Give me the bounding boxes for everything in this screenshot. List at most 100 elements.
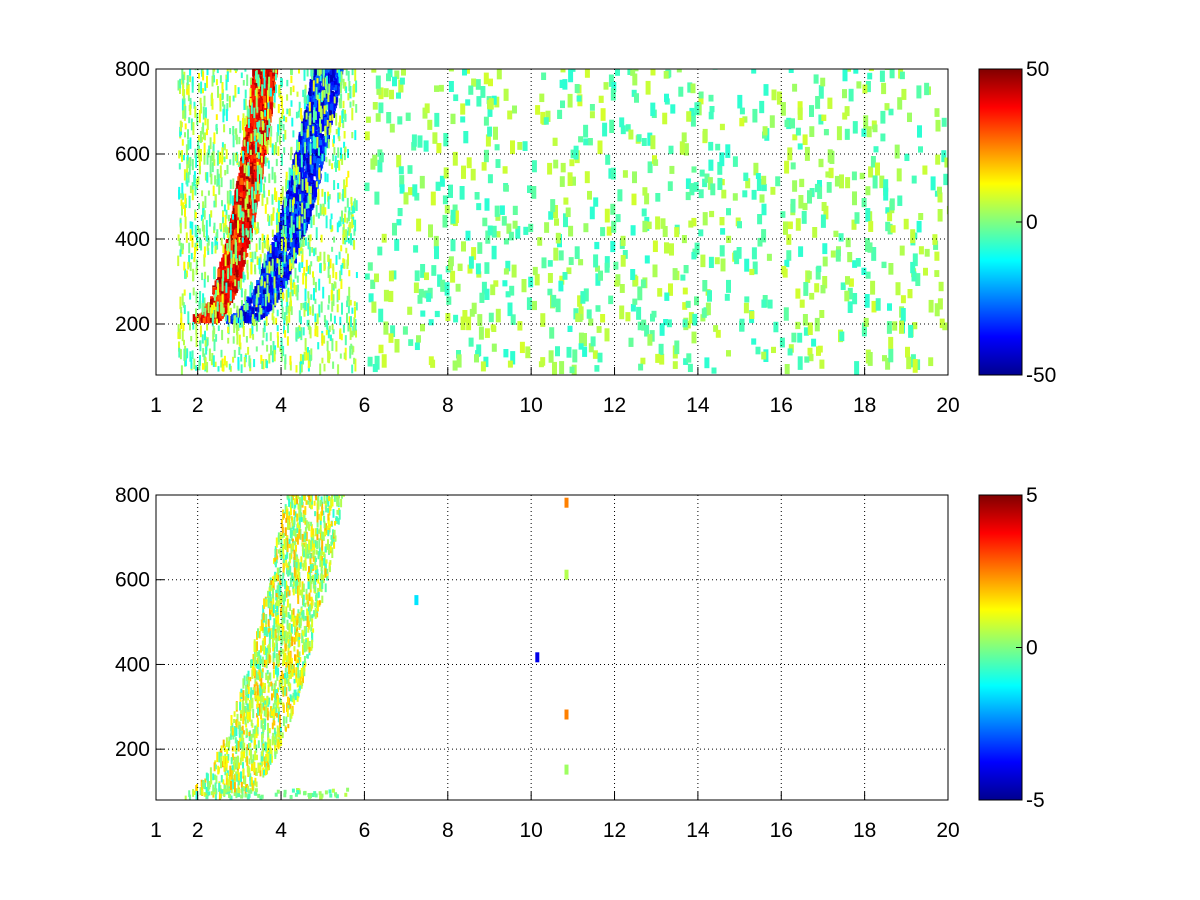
heatmap-cell bbox=[295, 111, 298, 119]
heatmap-cell bbox=[839, 174, 844, 189]
heatmap-cell bbox=[308, 126, 312, 134]
heatmap-cell bbox=[252, 89, 256, 94]
heatmap-cell bbox=[294, 252, 297, 259]
heatmap-cell bbox=[289, 355, 292, 366]
heatmap-cell bbox=[224, 170, 227, 176]
heatmap-cell bbox=[240, 166, 243, 174]
heatmap-cell bbox=[280, 95, 283, 109]
heatmap-cell bbox=[854, 212, 860, 224]
heatmap-cell bbox=[328, 119, 332, 126]
heatmap-cell bbox=[225, 74, 228, 81]
heatmap-cell bbox=[282, 210, 286, 219]
heatmap-cell bbox=[230, 319, 234, 324]
heatmap-cell bbox=[642, 187, 648, 196]
heatmap-cell bbox=[219, 93, 222, 101]
heatmap-cell bbox=[870, 156, 876, 168]
heatmap-cell bbox=[245, 115, 248, 125]
heatmap-cell bbox=[355, 104, 358, 113]
heatmap-cell bbox=[322, 138, 326, 147]
heatmap-cell bbox=[905, 346, 910, 358]
heatmap-cell bbox=[343, 352, 346, 360]
heatmap-cell bbox=[224, 246, 228, 255]
heatmap-cell bbox=[215, 289, 217, 297]
heatmap-cell bbox=[279, 248, 283, 256]
heatmap-cell bbox=[341, 263, 344, 269]
heatmap-cell bbox=[285, 216, 289, 222]
heatmap-cell bbox=[214, 361, 217, 368]
heatmap-cell bbox=[201, 126, 204, 135]
heatmap-cell bbox=[302, 273, 305, 285]
heatmap-cell bbox=[290, 147, 293, 156]
heatmap-cell bbox=[335, 255, 338, 265]
heatmap-cell bbox=[187, 261, 190, 270]
heatmap-cell bbox=[336, 304, 339, 313]
heatmap-cell bbox=[282, 134, 285, 142]
heatmap-cell bbox=[187, 311, 190, 325]
heatmap-cell bbox=[184, 356, 187, 367]
heatmap-cell bbox=[290, 215, 293, 228]
heatmap-cell bbox=[177, 234, 180, 242]
heatmap-cell bbox=[346, 197, 349, 208]
heatmap-cell bbox=[879, 175, 885, 189]
heatmap-cell bbox=[311, 203, 315, 208]
heatmap-cell bbox=[290, 222, 293, 233]
heatmap-cell bbox=[825, 171, 831, 178]
heatmap-cell bbox=[237, 267, 241, 276]
heatmap-cell bbox=[194, 212, 197, 219]
heatmap-cell bbox=[215, 114, 218, 120]
heatmap-cell bbox=[343, 229, 346, 238]
heatmap-cell bbox=[277, 200, 280, 213]
heatmap-cell bbox=[218, 306, 222, 313]
heatmap-cell bbox=[348, 316, 351, 330]
heatmap-cell bbox=[183, 289, 186, 296]
heatmap-cell bbox=[340, 74, 342, 86]
heatmap-cell bbox=[292, 259, 295, 269]
heatmap-cell bbox=[324, 100, 328, 106]
heatmap-cell bbox=[306, 119, 310, 126]
heatmap-cell bbox=[213, 75, 215, 83]
heatmap-cell bbox=[266, 265, 269, 274]
heatmap-cell bbox=[338, 288, 341, 301]
heatmap-cell bbox=[218, 185, 221, 195]
heatmap-cell bbox=[461, 241, 466, 252]
heatmap-cell bbox=[321, 108, 325, 115]
heatmap-cell bbox=[270, 265, 273, 272]
heatmap-cell bbox=[253, 190, 256, 200]
heatmap-cell bbox=[263, 281, 266, 288]
heatmap-cell bbox=[928, 357, 934, 367]
heatmap-cell bbox=[210, 173, 213, 185]
heatmap-cell bbox=[193, 174, 196, 186]
heatmap-cell bbox=[197, 135, 200, 142]
heatmap-cell bbox=[242, 326, 245, 337]
heatmap-cell bbox=[273, 93, 276, 103]
heatmap-cell bbox=[217, 282, 219, 296]
heatmap-cell bbox=[852, 191, 857, 206]
heatmap-cell bbox=[274, 271, 278, 280]
heatmap-cell bbox=[322, 69, 325, 79]
heatmap-cell bbox=[293, 171, 296, 181]
heatmap-cell bbox=[644, 193, 650, 205]
heatmap-cell bbox=[383, 321, 389, 335]
heatmap-cell bbox=[253, 107, 256, 119]
heatmap-cell bbox=[322, 286, 325, 299]
heatmap-cell bbox=[339, 80, 342, 93]
heatmap-cell bbox=[278, 211, 281, 223]
heatmap-cell bbox=[299, 231, 302, 243]
heatmap-cell bbox=[232, 208, 236, 218]
heatmap-cell bbox=[264, 77, 268, 84]
heatmap-cell bbox=[217, 86, 219, 98]
heatmap-cell bbox=[213, 266, 216, 280]
heatmap-cell bbox=[942, 322, 948, 331]
heatmap-cell bbox=[329, 334, 332, 341]
heatmap-cell bbox=[268, 118, 271, 128]
heatmap-cell bbox=[311, 133, 315, 142]
heatmap-cell bbox=[270, 304, 274, 311]
heatmap-cell bbox=[197, 225, 200, 233]
heatmap-cell bbox=[264, 176, 267, 183]
heatmap-cell bbox=[237, 246, 240, 252]
heatmap-cell bbox=[304, 142, 307, 154]
heatmap-cell bbox=[266, 305, 270, 312]
heatmap-cell bbox=[258, 286, 262, 293]
heatmap-cell bbox=[268, 76, 271, 87]
heatmap-cell bbox=[265, 80, 269, 91]
